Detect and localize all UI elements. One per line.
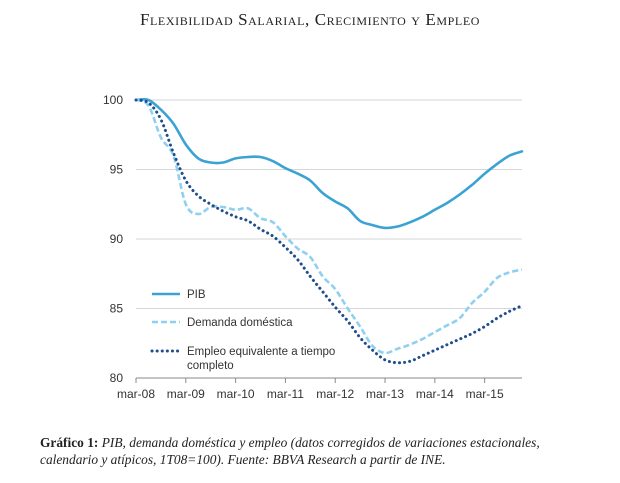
x-tick-label: mar-13 — [366, 387, 404, 401]
x-tick-label: mar-11 — [267, 387, 304, 401]
y-tick-label: 90 — [110, 232, 124, 246]
series-pib — [134, 97, 524, 230]
legend-label-empleo-line2: completo — [187, 360, 234, 372]
page-title: Flexibilidad Salarial, Crecimiento y Emp… — [139, 10, 481, 29]
caption-text: PIB, demanda doméstica y empleo (datos c… — [40, 435, 540, 467]
series-empleo — [134, 98, 524, 365]
x-tick-label: mar-09 — [167, 387, 205, 401]
x-axis: mar-08 mar-09 mar-10 mar-11 mar-12 mar-13 mar-… — [117, 377, 522, 401]
y-tick-label: 100 — [103, 93, 123, 107]
series-demanda-domestica — [135, 98, 523, 355]
legend-label-pib: PIB — [187, 289, 206, 301]
x-tick-label: mar-12 — [316, 387, 354, 401]
legend: PIB Demanda doméstica Empleo equivalente… — [150, 289, 335, 372]
figure-caption: Gráfico 1: PIB, demanda doméstica y empl… — [40, 434, 570, 468]
x-tick-label: mar-10 — [217, 387, 255, 401]
grid-lines — [136, 99, 522, 309]
legend-label-demanda: Demanda doméstica — [187, 317, 293, 329]
x-tick-label: mar-14 — [416, 387, 454, 401]
y-axis-ticks: 80 85 90 95 100 — [103, 93, 123, 385]
y-tick-label: 80 — [110, 371, 124, 385]
x-tick-label: mar-08 — [117, 387, 155, 401]
x-tick-label: mar-15 — [466, 387, 504, 401]
legend-label-empleo-line1: Empleo equivalente a tiempo — [187, 346, 335, 358]
y-tick-label: 95 — [110, 163, 124, 177]
y-tick-label: 85 — [110, 302, 124, 316]
series-lines — [134, 97, 524, 365]
caption-label: Gráfico 1: — [40, 435, 99, 450]
